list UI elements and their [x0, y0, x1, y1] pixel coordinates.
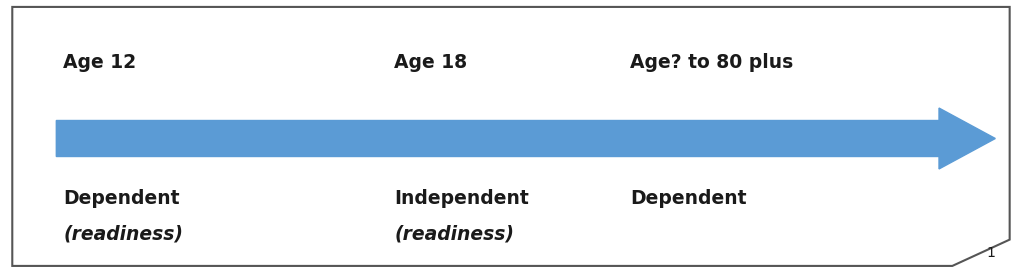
Text: Independent: Independent	[394, 189, 529, 207]
Text: 1: 1	[986, 246, 995, 260]
Text: Dependent: Dependent	[630, 189, 746, 207]
Text: Age? to 80 plus: Age? to 80 plus	[630, 53, 793, 72]
Text: Dependent: Dependent	[63, 189, 180, 207]
Text: Age 18: Age 18	[394, 53, 467, 72]
FancyArrow shape	[56, 108, 995, 169]
Text: Age 12: Age 12	[63, 53, 136, 72]
Text: (readiness): (readiness)	[394, 225, 514, 243]
Text: (readiness): (readiness)	[63, 225, 183, 243]
